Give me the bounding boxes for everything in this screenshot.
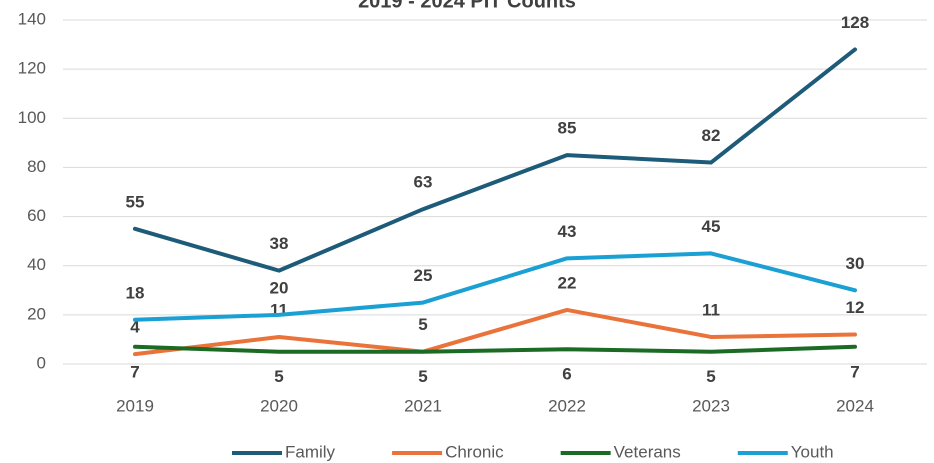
data-label: 22 xyxy=(558,273,577,292)
legend-label: Family xyxy=(285,442,336,461)
data-label: 5 xyxy=(706,367,715,386)
series-line xyxy=(133,47,857,273)
chart-title: 2019 - 2024 PIT Counts xyxy=(358,0,576,12)
y-tick-label: 20 xyxy=(27,304,46,323)
data-label: 5 xyxy=(274,367,283,386)
data-label: 82 xyxy=(702,126,721,145)
y-tick-label: 40 xyxy=(27,255,46,274)
y-tick-label: 140 xyxy=(18,9,46,28)
data-label: 20 xyxy=(270,278,289,297)
data-label: 55 xyxy=(126,192,145,211)
x-tick-label: 2023 xyxy=(692,396,730,415)
y-tick-label: 100 xyxy=(18,108,46,127)
data-label: 25 xyxy=(414,266,433,285)
data-label: 45 xyxy=(702,217,721,236)
data-label: 12 xyxy=(846,298,865,317)
data-label: 7 xyxy=(130,362,139,381)
x-tick-label: 2021 xyxy=(404,396,442,415)
series-line xyxy=(133,344,857,354)
series-line xyxy=(133,251,857,322)
y-tick-label: 0 xyxy=(37,353,46,372)
x-tick-label: 2020 xyxy=(260,396,298,415)
data-label: 11 xyxy=(702,300,720,319)
y-tick-label: 120 xyxy=(18,59,46,78)
data-label: 128 xyxy=(841,13,869,32)
data-label: 4 xyxy=(130,318,140,337)
series-line xyxy=(133,307,857,357)
legend-label: Chronic xyxy=(445,442,504,461)
legend-label: Youth xyxy=(791,442,834,461)
data-label: 63 xyxy=(414,173,433,192)
data-label: 85 xyxy=(558,119,577,138)
data-label: 5 xyxy=(418,367,427,386)
x-tick-label: 2024 xyxy=(836,396,874,415)
data-label: 7 xyxy=(850,362,859,381)
data-label: 6 xyxy=(562,365,571,384)
y-tick-label: 60 xyxy=(27,206,46,225)
data-label: 5 xyxy=(418,315,427,334)
legend-label: Veterans xyxy=(614,442,681,461)
data-label: 30 xyxy=(846,254,865,273)
data-label: 38 xyxy=(270,234,289,253)
data-label: 18 xyxy=(126,283,145,302)
y-tick-label: 80 xyxy=(27,157,46,176)
x-tick-label: 2019 xyxy=(116,396,154,415)
x-tick-label: 2022 xyxy=(548,396,586,415)
data-label: 43 xyxy=(558,222,577,241)
